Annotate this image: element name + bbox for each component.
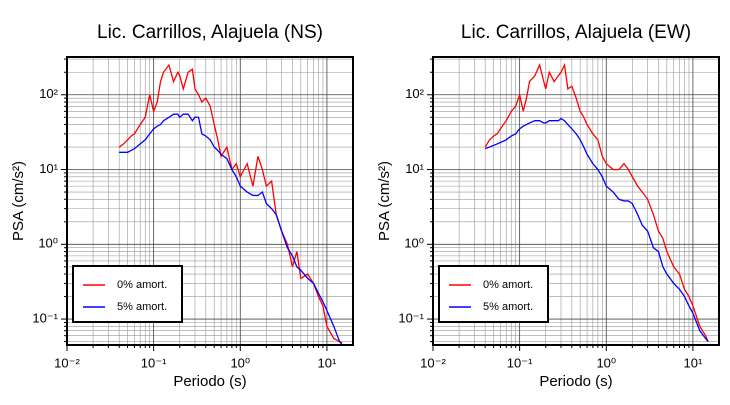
y-tick-label: 10¹	[39, 161, 58, 176]
legend-label: 5% amort.	[117, 301, 167, 313]
chart-title: Lic. Carrillos, Alajuela (EW)	[461, 22, 691, 43]
x-tick-label: 10¹	[318, 355, 337, 370]
x-tick-label: 10¹	[684, 355, 703, 370]
y-tick-label: 10⁰	[404, 236, 424, 251]
y-tick-label: 10⁻¹	[32, 311, 58, 326]
plot-frame	[66, 56, 354, 346]
legend-box	[438, 265, 549, 323]
x-tick-label: 10⁻¹	[141, 355, 167, 370]
y-axis-label: PSA (cm/s²)	[376, 161, 393, 241]
y-tick-label: 10¹	[405, 161, 424, 176]
series-line	[119, 113, 343, 346]
y-tick-label: 10²	[405, 86, 424, 101]
legend-label: 0% amort.	[483, 279, 533, 291]
series-line	[484, 117, 709, 342]
y-tick-label: 10²	[39, 86, 58, 101]
legend-box	[72, 265, 183, 323]
series-line	[484, 62, 709, 342]
x-axis-label: Periodo (s)	[173, 373, 246, 390]
x-tick-label: 10⁻²	[54, 355, 80, 370]
x-tick-label: 10⁰	[230, 355, 250, 370]
y-tick-label: 10⁰	[38, 236, 58, 251]
y-axis-label: PSA (cm/s²)	[10, 161, 27, 241]
y-tick-label: 10⁻¹	[398, 311, 424, 326]
x-tick-label: 10⁰	[596, 355, 616, 370]
plot-frame	[432, 56, 720, 346]
chart-title: Lic. Carrillos, Alajuela (NS)	[97, 22, 323, 43]
x-tick-label: 10⁻²	[420, 355, 446, 370]
legend-label: 0% amort.	[117, 279, 167, 291]
x-tick-label: 10⁻¹	[507, 355, 533, 370]
legend-label: 5% amort.	[483, 301, 533, 313]
x-axis-label: Periodo (s)	[539, 373, 612, 390]
